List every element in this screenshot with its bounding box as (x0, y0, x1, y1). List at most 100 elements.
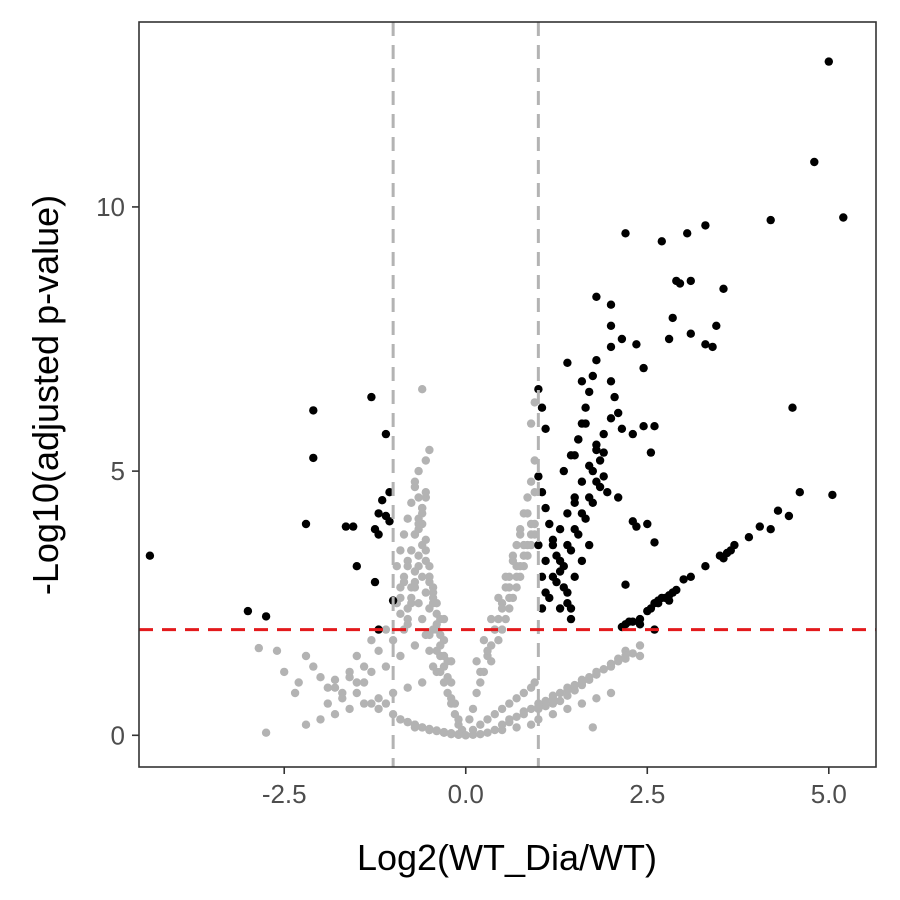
significant-point (617, 334, 627, 344)
nonsignificant-point (345, 673, 354, 682)
nonsignificant-point (425, 577, 434, 587)
significant-point (679, 575, 688, 584)
significant-point (541, 503, 550, 513)
significant-point (309, 453, 318, 463)
significant-point (650, 538, 659, 547)
nonsignificant-point (403, 514, 412, 523)
significant-point (635, 620, 645, 629)
nonsignificant-point (399, 530, 409, 539)
significant-point (701, 340, 710, 349)
nonsignificant-point (635, 651, 645, 661)
nonsignificant-point (272, 646, 282, 655)
nonsignificant-point (414, 466, 423, 476)
significant-point (672, 585, 681, 595)
nonsignificant-point (381, 625, 391, 634)
nonsignificant-point (432, 726, 441, 735)
significant-point (621, 580, 630, 589)
nonsignificant-point (476, 667, 485, 677)
x-tick-label: 5.0 (811, 779, 847, 809)
significant-point (563, 509, 572, 518)
significant-point (744, 533, 754, 542)
nonsignificant-point (530, 519, 539, 529)
significant-point (301, 519, 311, 529)
significant-point (686, 276, 695, 286)
nonsignificant-point (388, 636, 398, 645)
nonsignificant-point (512, 694, 521, 703)
significant-point (603, 488, 612, 497)
nonsignificant-point (323, 699, 332, 708)
nonsignificant-point (374, 694, 383, 703)
nonsignificant-point (359, 662, 369, 671)
significant-point (588, 466, 597, 476)
nonsignificant-point (294, 678, 303, 687)
nonsignificant-point (410, 723, 420, 732)
significant-point (352, 562, 361, 571)
nonsignificant-point (526, 477, 536, 486)
significant-point (570, 572, 579, 581)
nonsignificant-point (621, 654, 630, 663)
nonsignificant-point (505, 699, 514, 708)
nonsignificant-point (530, 398, 539, 407)
significant-point (766, 525, 775, 534)
significant-point (606, 414, 616, 423)
significant-point (708, 342, 717, 352)
nonsignificant-point (330, 683, 340, 692)
significant-point (606, 342, 616, 352)
significant-point (374, 530, 383, 539)
nonsignificant-point (606, 688, 616, 698)
nonsignificant-point (534, 702, 543, 711)
significant-point (563, 540, 572, 550)
nonsignificant-point (487, 657, 496, 666)
nonsignificant-point (483, 646, 492, 655)
nonsignificant-point (497, 725, 507, 735)
significant-point (555, 525, 565, 534)
x-axis: -2.5 0.0 2.5 5.0 (262, 767, 847, 809)
significant-point (541, 424, 550, 433)
nonsignificant-point (418, 540, 427, 550)
nonsignificant-point (490, 710, 499, 719)
nonsignificant-point (359, 699, 369, 708)
significant-point (606, 300, 616, 309)
nonsignificant-point (516, 562, 525, 571)
nonsignificant-point (403, 614, 412, 624)
nonsignificant-point (407, 498, 416, 507)
nonsignificant-point (606, 662, 616, 671)
nonsignificant-point (512, 540, 521, 550)
nonsignificant-point (432, 646, 441, 655)
significant-point (712, 321, 721, 330)
nonsignificant-point (428, 662, 438, 671)
nonsignificant-point (396, 609, 405, 618)
significant-point (683, 229, 692, 238)
nonsignificant-point (418, 614, 427, 624)
significant-point (585, 493, 594, 502)
significant-point (566, 614, 576, 624)
significant-point (639, 363, 648, 373)
nonsignificant-point (501, 614, 510, 624)
nonsignificant-point (352, 688, 361, 698)
nonsignificant-point (577, 699, 587, 708)
nonsignificant-point (494, 636, 503, 645)
nonsignificant-point (447, 694, 456, 703)
points-layer (145, 57, 848, 740)
nonsignificant-point (628, 649, 637, 658)
nonsignificant-point (425, 445, 434, 455)
nonsignificant-point (301, 651, 311, 661)
nonsignificant-point (472, 688, 481, 698)
nonsignificant-point (490, 725, 499, 735)
significant-point (788, 403, 797, 412)
significant-point (599, 472, 608, 481)
significant-point (548, 540, 558, 550)
significant-point (592, 292, 601, 301)
nonsignificant-point (323, 683, 332, 692)
y-axis-title: -Log10(adjusted p-value) (25, 195, 66, 595)
nonsignificant-point (494, 614, 503, 624)
nonsignificant-point (403, 717, 412, 727)
significant-point (650, 422, 659, 431)
nonsignificant-point (410, 477, 420, 486)
nonsignificant-point (588, 723, 597, 732)
nonsignificant-point (505, 583, 514, 592)
nonsignificant-point (512, 712, 521, 721)
nonsignificant-point (508, 551, 518, 560)
significant-point (701, 562, 710, 571)
significant-point (824, 57, 833, 66)
